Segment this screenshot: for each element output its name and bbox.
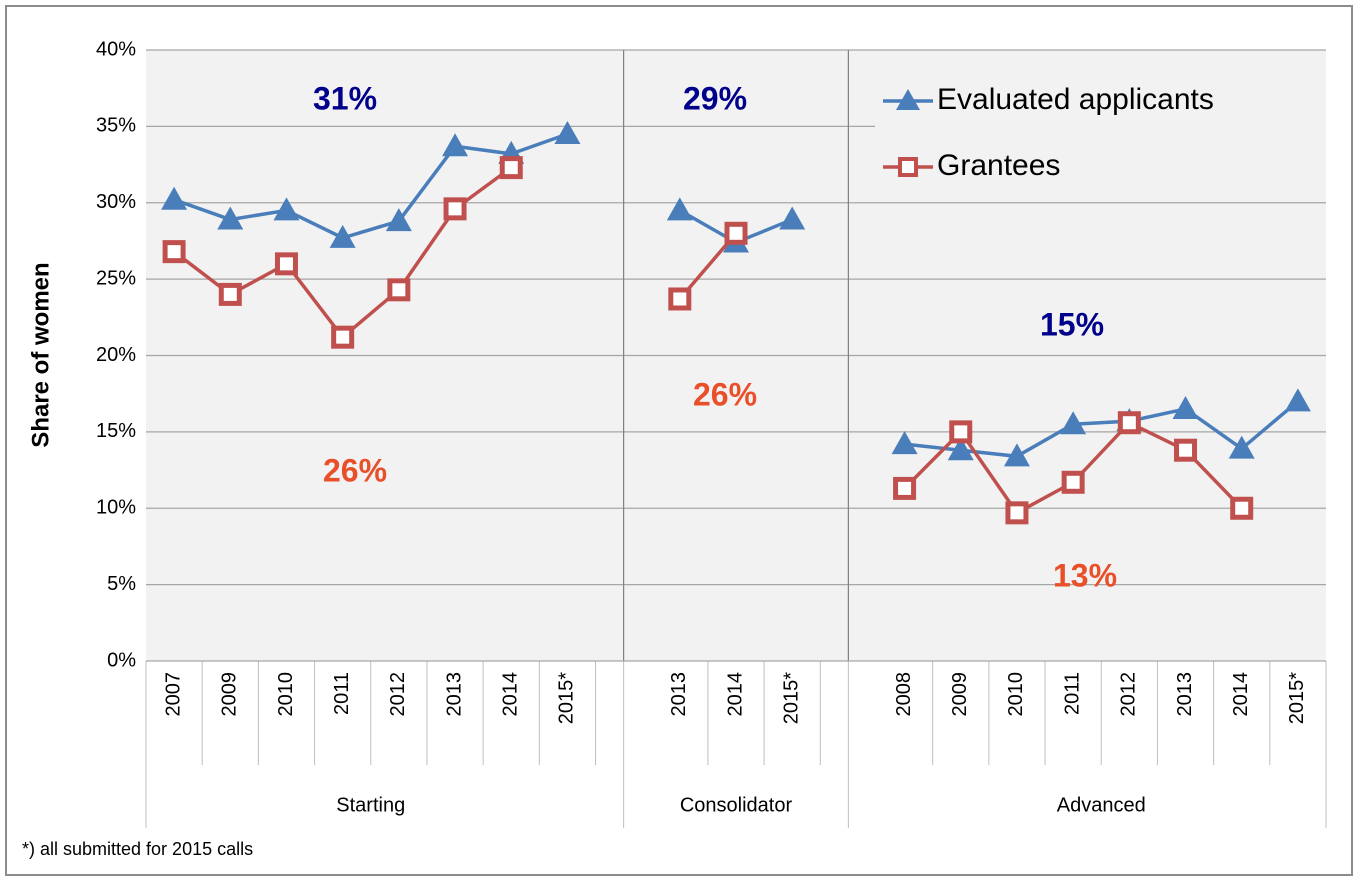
- x-tick-label: 2015*: [780, 672, 802, 724]
- footnote: *) all submitted for 2015 calls: [22, 839, 253, 859]
- point: [666, 197, 693, 221]
- x-tick-label: 2009: [949, 672, 971, 717]
- legend-box: [875, 75, 1326, 193]
- legend-marker: [898, 157, 918, 177]
- point: [1005, 501, 1029, 525]
- point: [274, 252, 298, 276]
- annotation: 26%: [323, 452, 387, 488]
- annotation: 31%: [313, 80, 377, 116]
- point: [724, 221, 748, 245]
- y-tick-label: 15%: [96, 420, 136, 442]
- x-tick-label: 2012: [387, 672, 409, 717]
- x-tick-label: 2014: [1230, 672, 1252, 717]
- y-tick-label: 0%: [107, 649, 136, 671]
- y-tick-label: 30%: [96, 191, 136, 213]
- x-tick-label: 2013: [668, 672, 690, 717]
- x-tick-label: 2010: [1005, 672, 1027, 717]
- annotation: 26%: [693, 376, 757, 412]
- point: [217, 206, 244, 230]
- point: [668, 287, 692, 311]
- annotation: 15%: [1040, 306, 1104, 342]
- x-tick-label: 2013: [443, 672, 465, 717]
- x-tick-label: 2011: [331, 672, 353, 715]
- group-label: Advanced: [1057, 794, 1146, 816]
- point: [273, 197, 300, 221]
- x-tick-label: 2010: [275, 672, 297, 717]
- point: [554, 121, 581, 145]
- x-tick-label: 2014: [724, 672, 746, 717]
- x-tick-label: 2015*: [556, 672, 578, 724]
- x-tick-label: 2014: [500, 672, 522, 717]
- point: [891, 431, 918, 455]
- x-tick-label: 2011: [1061, 672, 1083, 715]
- y-tick-label: 25%: [96, 267, 136, 289]
- point: [1061, 470, 1085, 494]
- point: [329, 224, 356, 248]
- y-tick-label: 5%: [107, 573, 136, 595]
- point: [1228, 435, 1255, 459]
- point: [1230, 496, 1254, 520]
- point: [1172, 395, 1199, 419]
- point: [385, 208, 412, 232]
- point: [1284, 388, 1311, 412]
- y-tick-label: 20%: [96, 344, 136, 366]
- point: [1060, 411, 1087, 435]
- y-axis-label: Share of women: [27, 262, 54, 447]
- legend-label: Grantees: [937, 149, 1060, 182]
- point: [162, 240, 186, 264]
- point: [218, 282, 242, 306]
- group-label: Consolidator: [680, 794, 793, 816]
- group-label: Starting: [336, 794, 405, 816]
- x-tick-label: 2013: [1174, 672, 1196, 717]
- annotation: 13%: [1053, 557, 1117, 593]
- point: [1003, 443, 1030, 467]
- y-tick-label: 40%: [96, 38, 136, 60]
- legend-label: Evaluated applicants: [937, 83, 1214, 116]
- point: [893, 476, 917, 500]
- x-tick-label: 2009: [219, 672, 241, 717]
- point: [499, 156, 523, 180]
- x-tick-label: 2007: [162, 672, 184, 717]
- annotation: 29%: [683, 80, 747, 116]
- y-tick-label: 10%: [96, 497, 136, 519]
- point: [443, 197, 467, 221]
- point: [331, 325, 355, 349]
- point: [947, 437, 974, 461]
- y-tick-label: 35%: [96, 115, 136, 137]
- point: [442, 133, 469, 157]
- x-tick-label: 2008: [893, 672, 915, 717]
- point: [779, 206, 806, 230]
- legend-marker: [896, 89, 920, 110]
- x-tick-label: 2015*: [1286, 672, 1308, 724]
- point: [1117, 411, 1141, 435]
- point: [387, 278, 411, 302]
- point: [949, 420, 973, 444]
- x-tick-label: 2012: [1118, 672, 1140, 717]
- point: [1174, 438, 1198, 462]
- point: [161, 186, 188, 210]
